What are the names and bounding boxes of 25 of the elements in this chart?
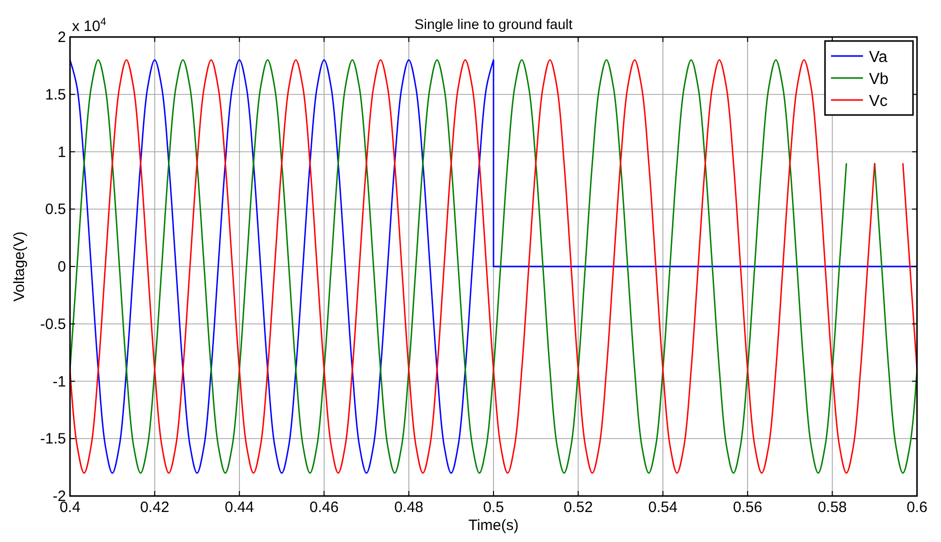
y-tick-label: -0.5 — [40, 316, 66, 333]
y-tick-label: 1.5 — [45, 86, 66, 104]
y-tick-label: -1.5 — [40, 430, 66, 448]
legend-label: Vb — [869, 71, 889, 88]
x-tick-label: 0.52 — [564, 499, 593, 516]
x-tick-label: 0.54 — [648, 499, 678, 516]
y-tick-label: 0 — [58, 258, 66, 276]
y-tick-label: 0.5 — [45, 201, 66, 218]
x-tick-label: 0.56 — [733, 499, 762, 516]
chart-title: Single line to ground fault — [414, 16, 573, 32]
legend-label: Va — [869, 49, 888, 66]
x-tick-label: 0.58 — [818, 499, 847, 516]
legend-label: Vc — [869, 93, 888, 110]
x-tick-label: 0.42 — [140, 499, 170, 516]
x-tick-label: 0.46 — [310, 499, 339, 516]
x-tick-label: 0.48 — [394, 499, 424, 516]
y-tick-label: -1 — [52, 373, 66, 390]
x-axis-title: Time(s) — [468, 517, 519, 534]
x-tick-label: 0.6 — [906, 499, 928, 516]
y-tick-label: 1 — [58, 144, 66, 161]
text: x 10$^{4}$ — [72, 16, 106, 35]
x-tick-label: 0.44 — [224, 499, 254, 516]
x-tick-label: 0.5 — [483, 499, 504, 516]
y-axis-title: Voltage(V) — [11, 231, 28, 302]
y-tick-label: 2 — [58, 29, 66, 46]
